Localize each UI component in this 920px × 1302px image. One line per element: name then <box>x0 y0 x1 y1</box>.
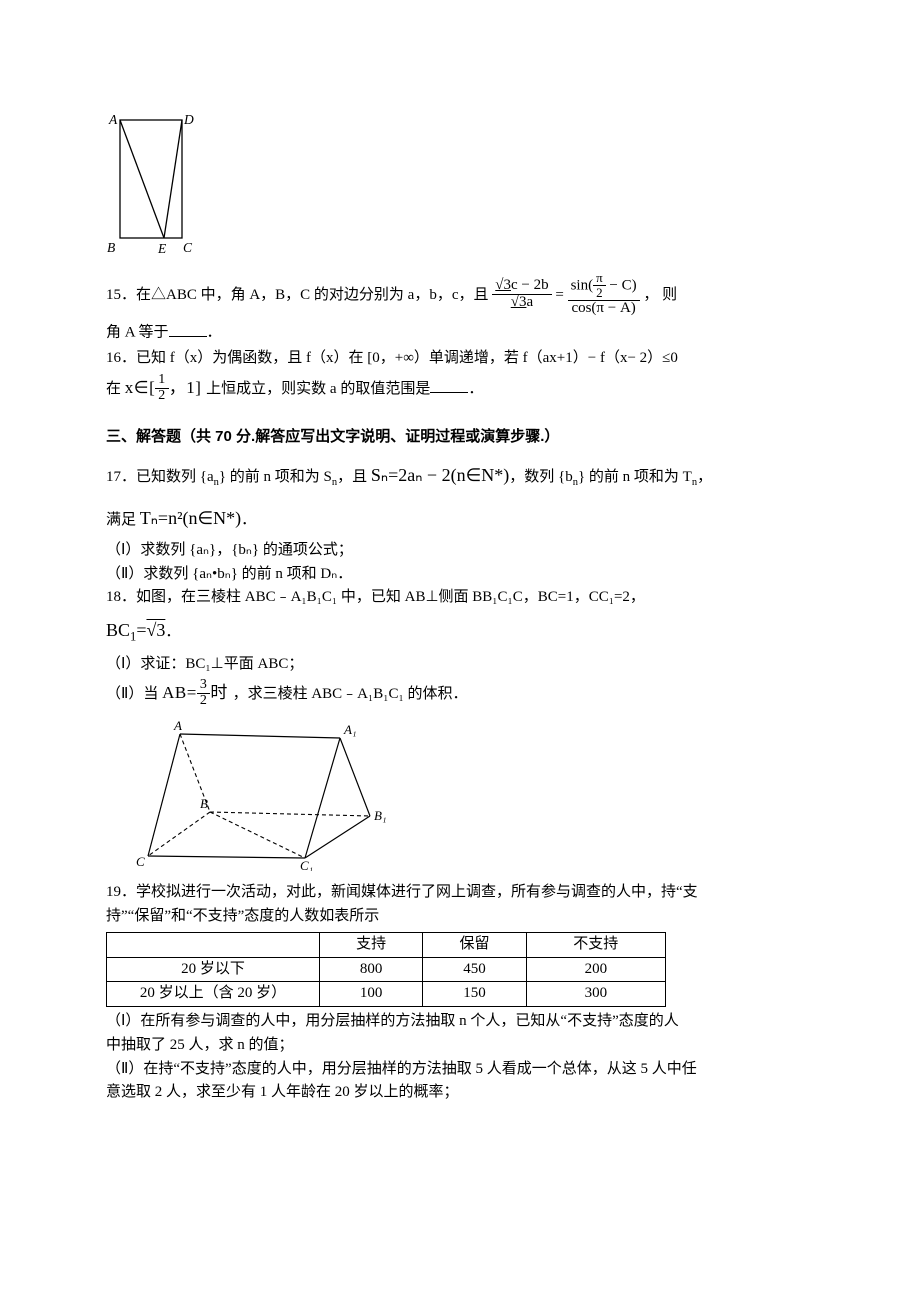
q17-line2: 满足 Tₙ=n²(n∈N*)． <box>106 500 820 536</box>
q18-p2-post: 时 <box>210 683 228 702</box>
fig2-A: A <box>173 718 182 733</box>
q15-ld-a: √3 <box>511 294 527 310</box>
exam-page: A D B E C 15．在△ABC 中，角 A，B，C 的对边分别为 a，b，… <box>0 0 920 1146</box>
q18-p2-lhs: AB= <box>162 683 197 702</box>
q15-ld-b: a <box>526 294 533 310</box>
q16-line2-wrap: 在 x∈[12，1] 上恒成立，则实数 a 的取值范围是 ． <box>106 374 820 404</box>
q15-rd: cos(π − A) <box>568 301 640 317</box>
q18-line2: BC1=√3． <box>106 613 820 650</box>
q15-period: ． <box>207 325 222 341</box>
q19-partI-l1: （Ⅰ）在所有参与调查的人中，用分层抽样的方法抽取 n 个人，已知从“不支持”态度… <box>106 1011 820 1033</box>
q16-period: ． <box>468 381 483 397</box>
fig1-label-E: E <box>158 239 166 259</box>
q18-p2-suffix: ，求三棱柱 ABC﹣A₁B₁C₁ 的体积． <box>233 686 468 702</box>
fig1-label-A: A <box>109 110 117 130</box>
q15-prefix: 15．在△ABC 中，角 A，B，C 的对边分别为 a，b，c，且 <box>106 287 489 303</box>
q17-eq1: Sₙ=2aₙ − 2(n∈N*) <box>371 465 509 485</box>
q15-blank <box>169 322 207 337</box>
fig1-label-C: C <box>183 238 192 258</box>
q15-line2: 角 A 等于 <box>106 325 169 341</box>
fig2-B: B <box>200 796 208 811</box>
q17-l1-pre: 17．已知数列 {a <box>106 469 214 485</box>
th-oppose: 不支持 <box>526 932 665 957</box>
fig2-A1: A₁ <box>343 722 356 737</box>
fig2-C: C <box>136 854 145 869</box>
q17-l1-m1: } 的前 n 项和为 S <box>219 469 332 485</box>
figure-prism: A A₁ B B₁ C C₁ <box>130 716 820 879</box>
td-r2c4: 300 <box>526 982 665 1007</box>
table-header-row: 支持 保留 不支持 <box>107 932 666 957</box>
fig2-C1: C₁ <box>300 858 313 871</box>
q15-suffix: ， 则 <box>643 287 677 303</box>
q16-mpost: ，1] <box>169 378 202 397</box>
q16-blank <box>430 379 468 394</box>
q16-fn: 1 <box>155 373 169 389</box>
q18-p2-pre: （Ⅱ）当 <box>106 686 158 702</box>
q15-equation: √3c − 2b √3a = sin(π2 − C) cos(π − A) <box>492 273 639 318</box>
q19-partII-l1: （Ⅱ）在持“不支持”态度的人中，用分层抽样的方法抽取 5 人看成一个总体，从这 … <box>106 1059 820 1081</box>
section3-title: 三、解答题（共 70 分.解答应写出文字说明、证明过程或演算步骤.） <box>106 426 820 448</box>
q15-rn-post: − C) <box>606 278 637 294</box>
q15-line1: 15．在△ABC 中，角 A，B，C 的对边分别为 a，b，c，且 √3c − … <box>106 273 820 318</box>
prism-svg: A A₁ B B₁ C C₁ <box>130 716 390 871</box>
q17-l1-m2: ，且 <box>337 469 367 485</box>
q17-line1: 17．已知数列 {an} 的前 n 项和为 Sn，且 Sₙ=2aₙ − 2(n∈… <box>106 456 820 496</box>
td-r1c3: 450 <box>423 957 526 982</box>
q19-partI-l2: 中抽取了 25 人，求 n 的值； <box>106 1035 820 1057</box>
q16-l2-pre: 在 <box>106 381 121 397</box>
q16-l2-post: 上恒成立，则实数 a 的取值范围是 <box>206 381 430 397</box>
td-r2c2: 100 <box>320 982 423 1007</box>
q19-partII-l2: 意选取 2 人，求至少有 1 人年龄在 20 岁以上的概率； <box>106 1082 820 1104</box>
fig1-label-B: B <box>107 238 115 258</box>
td-r1c2: 800 <box>320 957 423 982</box>
q15-rn-fn: π <box>593 271 606 286</box>
q15-line2-wrap: 角 A 等于 ． <box>106 322 820 344</box>
q15-eq: = <box>555 287 563 303</box>
figure-rectangle-abdec: A D B E C <box>106 110 820 255</box>
q15-left-frac: √3c − 2b √3a <box>492 278 551 311</box>
q17-l1-m3: ，数列 {b <box>509 469 572 485</box>
q19-line1: 19．学校拟进行一次活动，对此，新闻媒体进行了网上调查，所有参与调查的人中，持“… <box>106 882 820 904</box>
fig2-B1: B₁ <box>374 808 386 823</box>
q17-eq2: Tₙ=n²(n∈N*) <box>140 508 241 528</box>
q15-rn-fd: 2 <box>593 286 606 300</box>
q17-l2-pre: 满足 <box>106 512 136 528</box>
q16-fd: 2 <box>155 389 169 404</box>
q15-ln-b: c − 2b <box>511 277 549 293</box>
q19-line2: 持”“保留”和“不支持”态度的人数如表所示 <box>106 906 820 928</box>
q18-partI: （Ⅰ）求证：BC₁⊥平面 ABC； <box>106 654 820 676</box>
table-row: 20 岁以上（含 20 岁） 100 150 300 <box>107 982 666 1007</box>
td-r1c1: 20 岁以下 <box>107 957 320 982</box>
q18-partII-wrap: （Ⅱ）当 AB=32时 ，求三棱柱 ABC﹣A₁B₁C₁ 的体积． <box>106 679 820 709</box>
q18-fd: 2 <box>197 694 211 709</box>
q17-l1-m4: } 的前 n 项和为 T <box>578 469 692 485</box>
q18-fn: 3 <box>197 678 211 694</box>
q15-rn-pre: sin( <box>571 278 594 294</box>
q15-ln-a: √3 <box>495 277 511 293</box>
q17-partI: （Ⅰ）求数列 {aₙ}，{bₙ} 的通项公式； <box>106 540 820 562</box>
q18-p2-eq: AB=32时 <box>162 683 232 702</box>
th-blank <box>107 932 320 957</box>
q18-eq: BC1=√3 <box>106 620 165 640</box>
q17-l1-end: ， <box>697 469 712 485</box>
rectangle-svg <box>106 110 203 255</box>
td-r2c3: 150 <box>423 982 526 1007</box>
q17-partII: （Ⅱ）求数列 {aₙ•bₙ} 的前 n 项和 Dₙ． <box>106 564 820 586</box>
figure-rectangle-svg-wrap: A D B E C <box>106 110 203 255</box>
fig1-label-D: D <box>184 110 194 130</box>
q18-l2-end: ． <box>165 624 180 640</box>
th-reserve: 保留 <box>423 932 526 957</box>
td-r1c4: 200 <box>526 957 665 982</box>
q16-line1: 16．已知 f（x）为偶函数，且 f（x）在 [0，+∞）单调递增，若 f（ax… <box>106 348 820 370</box>
survey-table: 支持 保留 不支持 20 岁以下 800 450 200 20 岁以上（含 20… <box>106 932 666 1007</box>
q15-right-frac: sin(π2 − C) cos(π − A) <box>568 272 640 317</box>
q16-mpre: x∈[ <box>125 378 155 397</box>
th-support: 支持 <box>320 932 423 957</box>
q16-interval: x∈[12，1] <box>125 378 206 397</box>
q17-l2-end: ． <box>241 512 256 528</box>
q18-line1: 18．如图，在三棱柱 ABC﹣A₁B₁C₁ 中，已知 AB⊥侧面 BB₁C₁C，… <box>106 587 820 609</box>
td-r2c1: 20 岁以上（含 20 岁） <box>107 982 320 1007</box>
table-row: 20 岁以下 800 450 200 <box>107 957 666 982</box>
